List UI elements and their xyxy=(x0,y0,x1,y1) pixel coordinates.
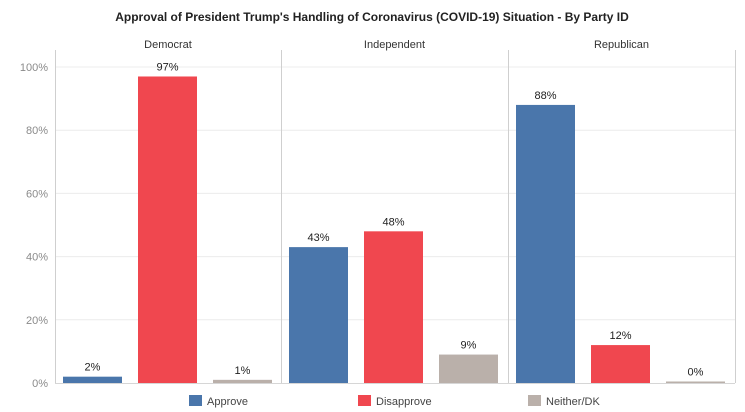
bar xyxy=(213,379,272,383)
bars: 2% 97% 1% 43% 48% 9% 88% 12% 0% xyxy=(63,61,725,384)
panel-title: Republican xyxy=(594,39,649,51)
data-label: 97% xyxy=(156,61,178,73)
bar xyxy=(516,104,575,384)
bar xyxy=(63,376,122,383)
data-label: 88% xyxy=(534,90,556,102)
legend-label: Disapprove xyxy=(376,396,432,408)
panels: Democrat Independent Republican xyxy=(55,39,736,383)
panel-title: Independent xyxy=(364,39,425,51)
bar xyxy=(591,345,650,383)
y-tick-label: 60% xyxy=(26,188,48,200)
legend-label: Neither/DK xyxy=(546,396,600,408)
bar xyxy=(439,354,498,383)
data-label: 2% xyxy=(85,362,101,374)
legend-swatch xyxy=(528,395,541,406)
bar xyxy=(138,76,197,383)
bar xyxy=(666,381,725,383)
y-tick-label: 20% xyxy=(26,315,48,327)
legend: Approve Disapprove Neither/DK xyxy=(189,395,600,408)
bar xyxy=(364,231,423,383)
data-label: 48% xyxy=(382,216,404,228)
legend-swatch xyxy=(358,395,371,406)
data-label: 0% xyxy=(688,367,704,379)
data-label: 9% xyxy=(461,340,477,352)
y-tick-label: 40% xyxy=(26,252,48,264)
data-label: 1% xyxy=(235,365,251,377)
chart-title: Approval of President Trump's Handling o… xyxy=(115,10,629,24)
data-label: 43% xyxy=(307,232,329,244)
y-axis: 0% 20% 40% 60% 80% 100% xyxy=(20,62,735,390)
y-tick-label: 100% xyxy=(20,62,48,74)
y-tick-label: 0% xyxy=(32,378,48,390)
panel-title: Democrat xyxy=(144,39,192,51)
bar xyxy=(289,247,348,383)
data-label: 12% xyxy=(609,330,631,342)
legend-swatch xyxy=(189,395,202,406)
y-tick-label: 80% xyxy=(26,125,48,137)
legend-label: Approve xyxy=(207,396,248,408)
